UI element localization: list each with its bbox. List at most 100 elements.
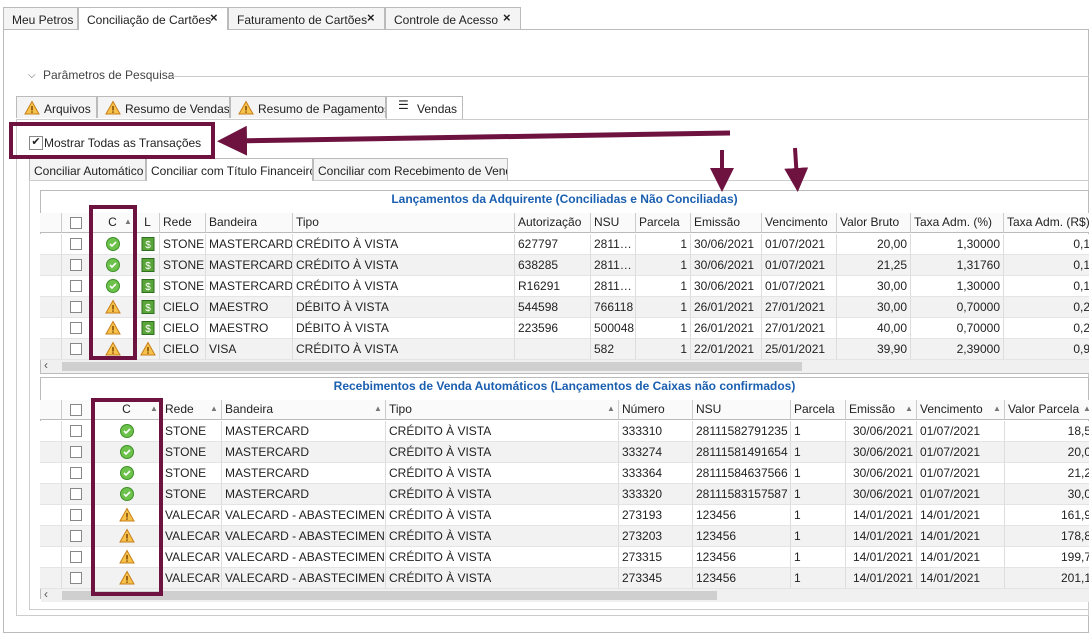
cell: 14/01/2021 [846, 526, 917, 547]
column-header[interactable]: Bandeira [206, 213, 293, 233]
cell: 178,8 [1005, 526, 1089, 547]
ok-icon [120, 487, 134, 501]
cell: MAESTRO [206, 318, 293, 339]
column-header[interactable]: Número [619, 400, 693, 420]
top-tab[interactable]: Conciliação de Cartões [78, 7, 228, 30]
column-header[interactable]: Tipo [386, 400, 619, 420]
cell: VALECARD [162, 568, 222, 589]
cell: 273193 [619, 505, 693, 526]
row-indicator [40, 339, 62, 360]
scroll-left[interactable]: ‹ [44, 587, 48, 601]
checkbox[interactable]: ✔ [29, 136, 43, 150]
column-header[interactable]: NSU [591, 213, 636, 233]
row-indicator [40, 463, 62, 484]
cell: MASTERCARD [222, 421, 386, 442]
checkbox[interactable] [70, 280, 82, 292]
scroll-thumb[interactable] [62, 362, 802, 371]
section-title[interactable]: Parâmetros de Pesquisa [43, 68, 175, 82]
column-header[interactable]: Taxa Adm. (%) [911, 213, 1004, 233]
checkbox[interactable] [70, 404, 82, 416]
cell: STONE [160, 234, 206, 255]
top-tab[interactable]: Faturamento de Cartões [228, 7, 385, 29]
cell: MASTERCARD [222, 484, 386, 505]
checkbox[interactable] [70, 572, 82, 584]
column-header[interactable]: Parcela [636, 213, 691, 233]
column-header[interactable]: Bandeira [222, 400, 386, 420]
cell: 20,0 [1005, 442, 1089, 463]
checkbox[interactable] [70, 488, 82, 500]
column-header[interactable]: Emissão [846, 400, 917, 420]
cell: 14/01/2021 [846, 547, 917, 568]
cell: 2,39000 [911, 339, 1004, 360]
checkbox[interactable] [70, 467, 82, 479]
ok-icon [106, 279, 120, 293]
checkbox[interactable] [70, 530, 82, 542]
scroll-left[interactable]: ‹ [44, 358, 48, 372]
checkbox[interactable] [70, 446, 82, 458]
inner-tab[interactable]: Resumo de Vendas [97, 96, 230, 118]
cell: CRÉDITO À VISTA [293, 234, 515, 255]
column-header[interactable]: L [136, 213, 160, 233]
cell: STONE [162, 463, 222, 484]
checkbox[interactable] [70, 322, 82, 334]
column-header[interactable]: Rede [160, 213, 206, 233]
column-header[interactable]: Rede [162, 400, 222, 420]
warn-icon [105, 320, 121, 335]
cell: 0,1 [1004, 255, 1089, 276]
column-header[interactable]: Taxa Adm. (R$) [1004, 213, 1089, 233]
sub-tab[interactable]: Conciliar Automático [29, 158, 146, 180]
cell: 40,00 [837, 318, 911, 339]
cell: MASTERCARD [206, 276, 293, 297]
cell: CRÉDITO À VISTA [386, 442, 619, 463]
cell: 26/01/2021 [691, 318, 762, 339]
cell: 01/07/2021 [917, 421, 1005, 442]
checkbox-label[interactable]: Mostrar Todas as Transações [44, 136, 202, 150]
warn-icon [24, 100, 40, 115]
close-button[interactable]: × [367, 10, 375, 25]
cell: 627797 [515, 234, 591, 255]
scroll-thumb[interactable] [62, 591, 717, 600]
column-header[interactable]: NSU [693, 400, 791, 420]
column-header[interactable]: Tipo [293, 213, 515, 233]
column-header[interactable]: Valor Parcela [1005, 400, 1089, 420]
sort-glyph: ▲ [905, 404, 913, 413]
row-indicator [40, 442, 62, 463]
checkbox[interactable] [70, 425, 82, 437]
warn-icon [105, 341, 121, 356]
row-indicator [40, 505, 62, 526]
inner-tab[interactable]: Resumo de Pagamentos [230, 96, 386, 118]
checkbox[interactable] [70, 259, 82, 271]
column-header[interactable]: Autorização [515, 213, 591, 233]
inner-tab[interactable]: Vendas [386, 96, 463, 119]
checkbox[interactable] [70, 551, 82, 563]
top-tab[interactable]: Controle de Acesso [385, 7, 521, 29]
checkbox[interactable] [70, 343, 82, 355]
cell: 161,9 [1005, 505, 1089, 526]
column-header[interactable]: Parcela [791, 400, 846, 420]
checkbox[interactable] [70, 301, 82, 313]
close-button[interactable]: × [210, 10, 218, 25]
checkbox[interactable] [70, 238, 82, 250]
warn-icon [105, 100, 121, 115]
top-tab[interactable]: Meu Petros [3, 7, 78, 29]
column-header[interactable]: Valor Bruto [837, 213, 911, 233]
chevron[interactable]: ⌵ [28, 70, 36, 81]
cell: 14/01/2021 [917, 526, 1005, 547]
checkbox[interactable] [70, 217, 82, 229]
cell: 1 [791, 463, 846, 484]
column-header[interactable]: Vencimento [762, 213, 837, 233]
sub-tab[interactable]: Conciliar com Recebimento de Venda [313, 158, 508, 180]
cell: MASTERCARD [206, 234, 293, 255]
close-button[interactable]: × [503, 10, 511, 25]
checkbox[interactable] [70, 509, 82, 521]
cell: VALECARD - ABASTECIMENTO [222, 526, 386, 547]
check-mark: ✔ [29, 136, 43, 150]
grid-title: Lançamentos da Adquirente (Conciliadas e… [391, 192, 738, 206]
column-header[interactable]: Emissão [691, 213, 762, 233]
cell: 0,70000 [911, 318, 1004, 339]
cell: 2811… [591, 234, 636, 255]
column-header[interactable]: Vencimento [917, 400, 1005, 420]
cell: VALECARD - ABASTECIMENTO [222, 505, 386, 526]
sub-tab[interactable]: Conciliar com Título Financeiro [146, 158, 313, 181]
cell: 21,2 [1005, 463, 1089, 484]
